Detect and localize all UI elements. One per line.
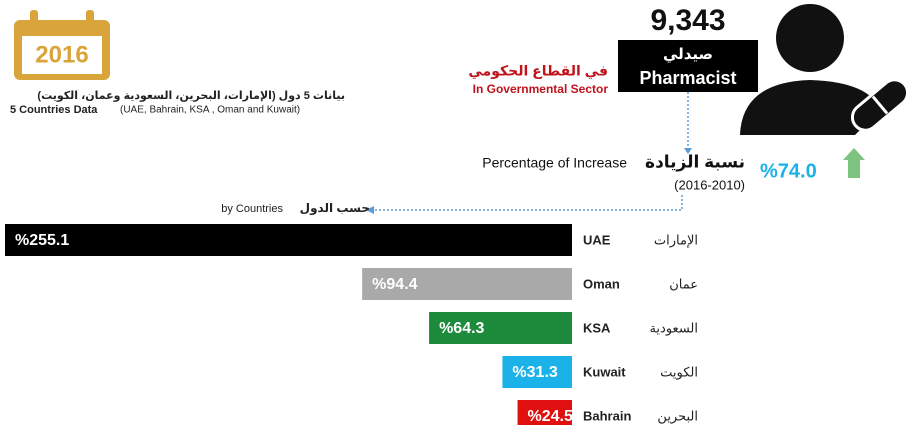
connector-arrow bbox=[684, 148, 692, 154]
increase-ar: نسبة الزيادة bbox=[645, 152, 745, 172]
up-arrow bbox=[843, 148, 865, 178]
sector-en: In Governmental Sector bbox=[473, 82, 609, 96]
role-en: Pharmacist bbox=[639, 68, 736, 88]
by-countries-en: by Countries bbox=[221, 203, 283, 215]
data-note-ar: بيانات 5 دول (الإمارات، البحرين، السعودي… bbox=[37, 90, 345, 102]
value-label: %255.1 bbox=[15, 232, 69, 249]
calendar-icon bbox=[14, 10, 110, 80]
connector-arrow bbox=[366, 206, 374, 214]
bar bbox=[517, 400, 572, 425]
period: (2016-2010) bbox=[674, 177, 745, 192]
role-box bbox=[618, 40, 758, 92]
sector-ar: في القطاع الحكومي bbox=[468, 63, 608, 80]
value-label: %64.3 bbox=[439, 320, 484, 337]
year: 2016 bbox=[35, 41, 88, 68]
value-label: %24.5 bbox=[528, 408, 573, 425]
bar bbox=[5, 224, 572, 256]
category-label-ar: الإمارات bbox=[654, 232, 698, 248]
increase-en: Percentage of Increase bbox=[482, 155, 627, 171]
by-countries-ar: حسب الدول bbox=[300, 201, 370, 216]
category-label: Bahrain bbox=[583, 408, 631, 423]
category-label: Oman bbox=[583, 276, 620, 291]
category-label-ar: عمان bbox=[669, 276, 698, 291]
value-label: %31.3 bbox=[512, 364, 557, 381]
connector bbox=[372, 195, 683, 211]
category-label-ar: الكويت bbox=[660, 364, 698, 380]
data-note-detail: (UAE, Bahrain, KSA , Oman and Kuwait) bbox=[120, 105, 300, 116]
value-label: %94.4 bbox=[372, 276, 417, 293]
category-label-ar: السعودية bbox=[649, 320, 698, 336]
role-ar: صيدلي bbox=[663, 46, 713, 63]
category-label: KSA bbox=[583, 320, 611, 335]
bar bbox=[429, 312, 572, 344]
category-label-ar: البحرين bbox=[657, 408, 698, 424]
total-increase: %74.0 bbox=[760, 160, 817, 182]
category-label: UAE bbox=[583, 232, 611, 247]
bar bbox=[502, 356, 572, 388]
data-note-en: 5 Countries Data bbox=[10, 104, 98, 116]
person-icon bbox=[740, 4, 910, 135]
category-label: Kuwait bbox=[583, 364, 626, 379]
bar bbox=[362, 268, 572, 300]
count: 9,343 bbox=[650, 4, 725, 37]
